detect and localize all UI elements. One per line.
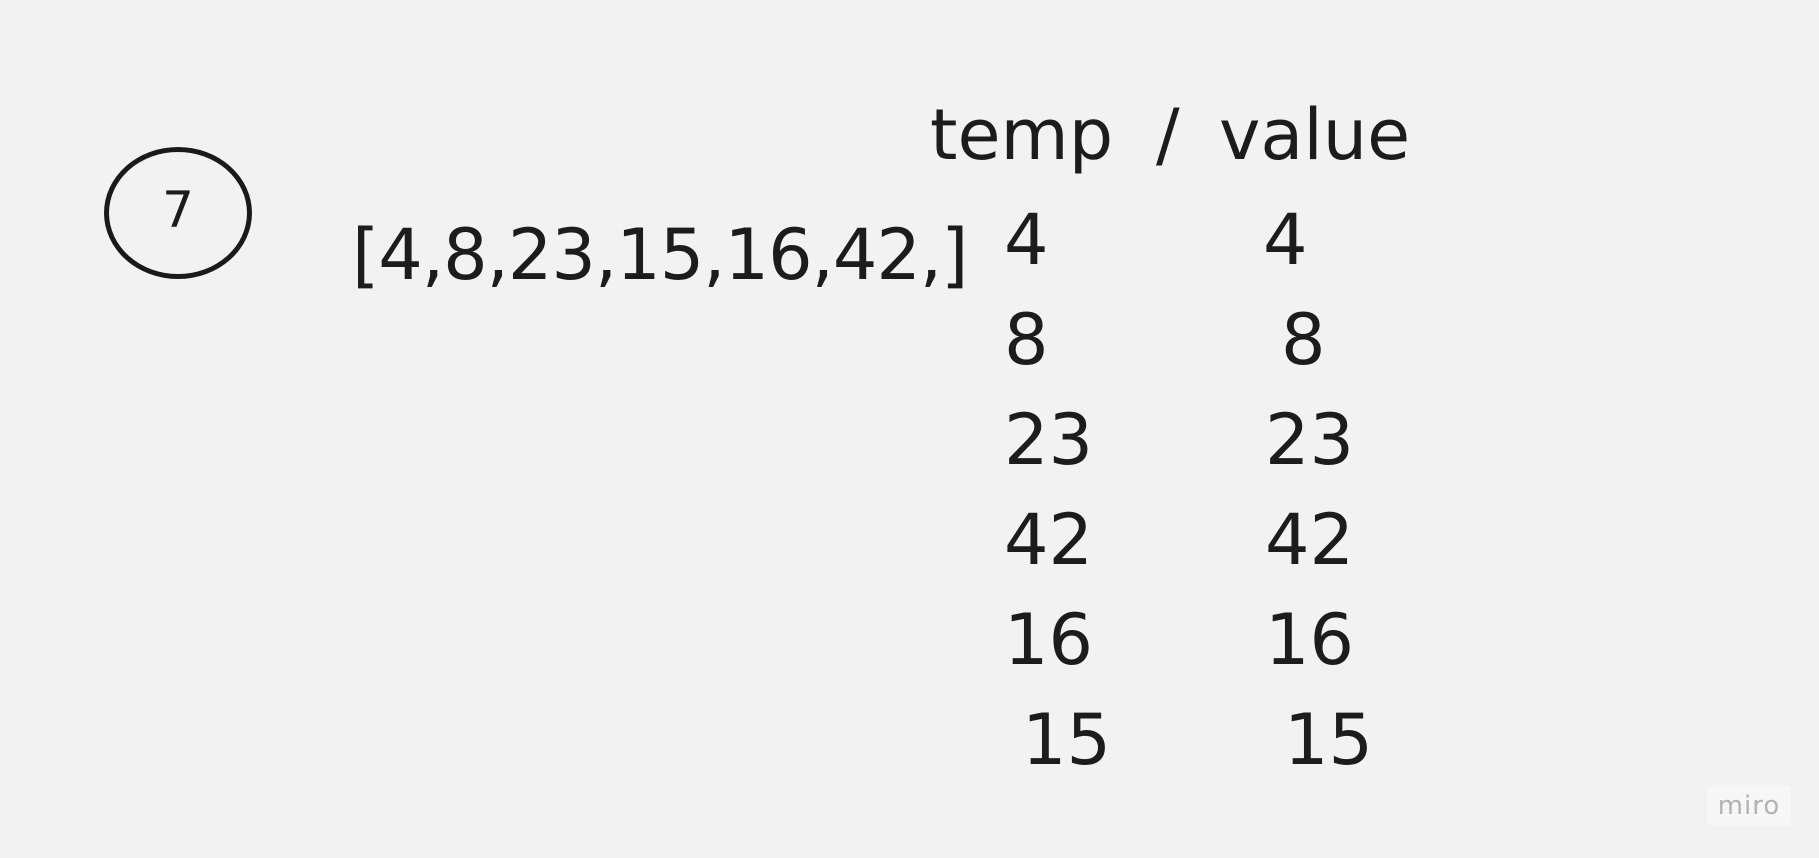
temp-cell-5: 16 bbox=[1004, 599, 1094, 681]
array-literal: [4,8,23,15,16,42,] bbox=[352, 214, 968, 296]
miro-logo-badge[interactable]: miro bbox=[1707, 786, 1791, 826]
step-circle: 7 bbox=[104, 147, 252, 279]
value-cell-5: 16 bbox=[1265, 599, 1355, 681]
value-cell-2: 8 bbox=[1281, 299, 1326, 381]
value-cell-3: 23 bbox=[1265, 399, 1355, 481]
value-cell-6: 15 bbox=[1284, 699, 1374, 781]
header-separator: / bbox=[1156, 94, 1180, 176]
temp-cell-2: 8 bbox=[1004, 299, 1049, 381]
temp-cell-6: 15 bbox=[1022, 699, 1112, 781]
header-value: value bbox=[1219, 94, 1411, 176]
value-cell-1: 4 bbox=[1263, 199, 1308, 281]
temp-cell-3: 23 bbox=[1004, 399, 1094, 481]
header-temp: temp bbox=[930, 94, 1114, 176]
temp-cell-1: 4 bbox=[1004, 199, 1049, 281]
value-cell-4: 42 bbox=[1265, 499, 1355, 581]
temp-cell-4: 42 bbox=[1004, 499, 1094, 581]
step-number: 7 bbox=[162, 181, 194, 239]
